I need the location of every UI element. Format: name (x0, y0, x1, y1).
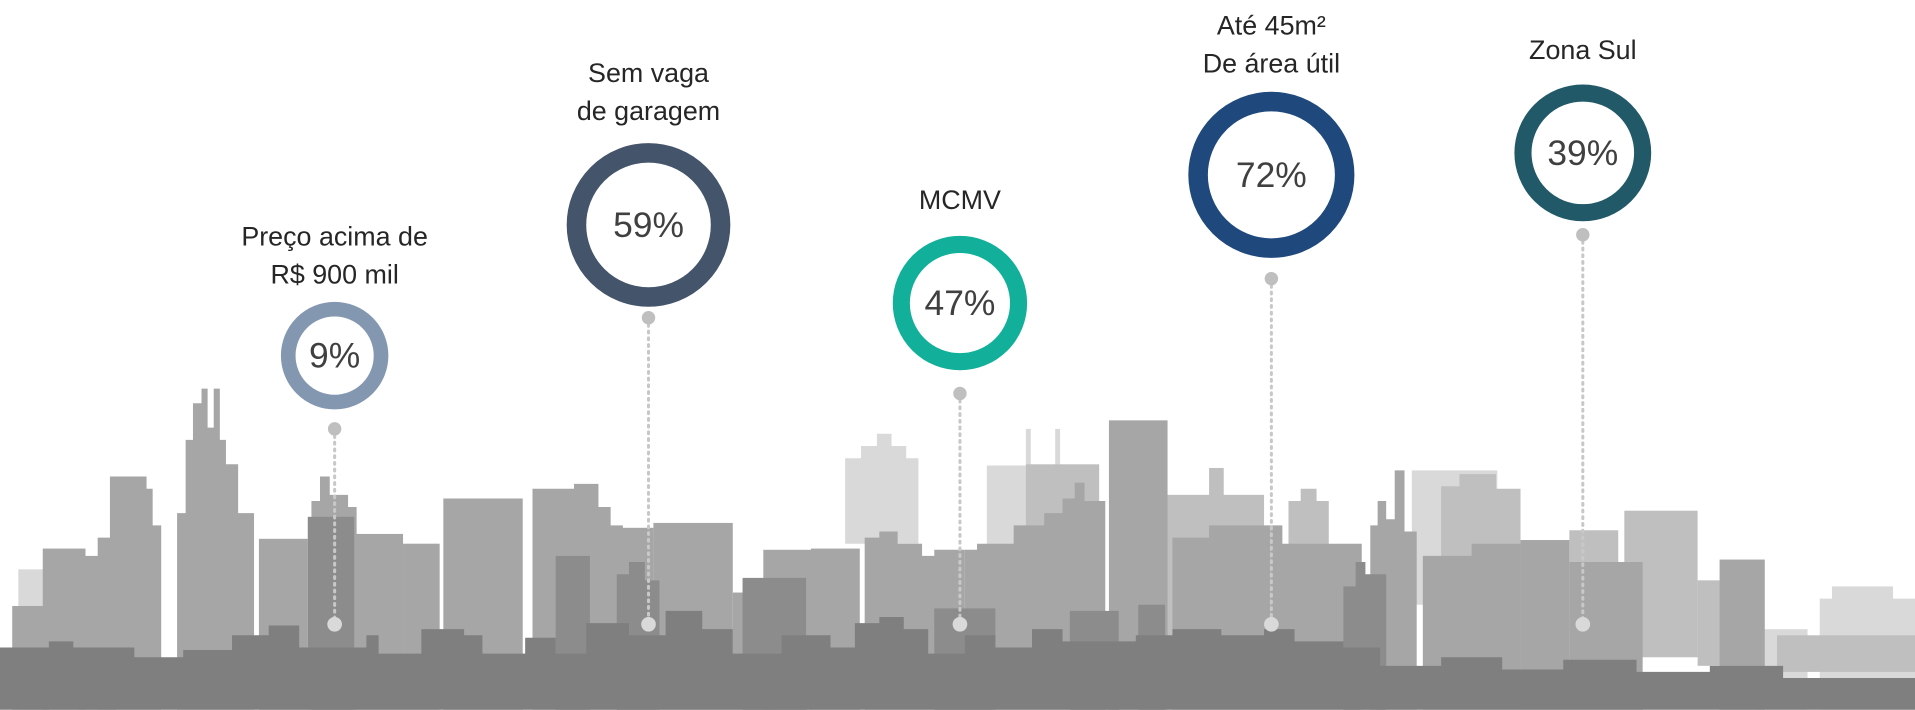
indicator-label: de garagem (577, 96, 720, 126)
pin-top (328, 422, 341, 435)
indicator-label: Zona Sul (1529, 35, 1637, 65)
indicator-label: De área útil (1203, 48, 1340, 78)
indicator-label: Sem vaga (588, 58, 709, 88)
indicator-label: R$ 900 mil (270, 260, 398, 290)
pin-top (642, 311, 655, 324)
pin-top (1265, 272, 1278, 285)
pin-base (641, 617, 656, 632)
infographic: 9% Preço acima de R$ 900 mil 59% Sem vaga de … (0, 0, 1915, 710)
indicator-label: MCMV (919, 185, 1001, 215)
pin-base (1575, 617, 1590, 632)
skyline (0, 389, 1915, 710)
percentage: 9% (309, 336, 360, 376)
percentage: 72% (1236, 155, 1307, 195)
percentage: 59% (613, 205, 684, 245)
pin-base (1264, 617, 1279, 632)
pin-base (953, 617, 968, 632)
indicator-label: Até 45m² (1217, 10, 1326, 40)
indicator-label: Preço acima de (241, 222, 428, 252)
pin-base (327, 617, 342, 632)
percentage: 39% (1547, 133, 1618, 173)
pin-top (1576, 228, 1589, 241)
pin-top (953, 387, 966, 400)
page: {"items": [ {"label": ["Preço acima de",… (0, 0, 1915, 710)
percentage: 47% (925, 283, 996, 323)
